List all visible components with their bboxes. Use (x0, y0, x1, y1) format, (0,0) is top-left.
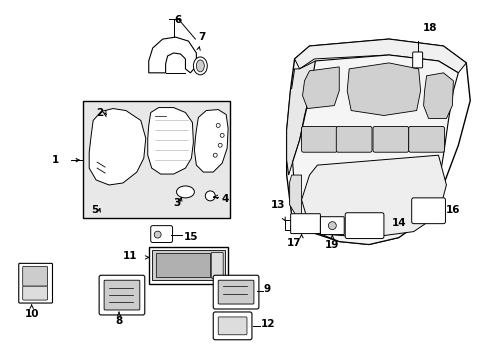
Text: 15: 15 (183, 231, 198, 242)
Ellipse shape (327, 222, 336, 230)
Text: 10: 10 (24, 309, 39, 319)
Text: 16: 16 (445, 205, 459, 215)
Polygon shape (289, 175, 301, 215)
Text: 9: 9 (264, 284, 270, 294)
FancyBboxPatch shape (408, 126, 444, 152)
Ellipse shape (205, 191, 215, 201)
FancyBboxPatch shape (411, 198, 445, 224)
Polygon shape (148, 37, 196, 73)
Text: 14: 14 (391, 218, 406, 228)
Ellipse shape (218, 143, 222, 147)
FancyBboxPatch shape (290, 214, 320, 234)
Polygon shape (194, 109, 228, 172)
FancyBboxPatch shape (372, 126, 408, 152)
Text: 13: 13 (270, 200, 285, 210)
FancyBboxPatch shape (99, 275, 144, 315)
Text: 2: 2 (96, 108, 103, 118)
FancyBboxPatch shape (22, 286, 47, 300)
FancyBboxPatch shape (148, 247, 228, 284)
Bar (83, 100, 230, 218)
Text: 6: 6 (174, 15, 182, 25)
Polygon shape (302, 67, 339, 109)
Polygon shape (294, 39, 466, 73)
FancyBboxPatch shape (336, 126, 371, 152)
Polygon shape (423, 73, 452, 118)
FancyBboxPatch shape (412, 52, 422, 68)
Polygon shape (284, 220, 297, 230)
Text: 7: 7 (198, 32, 205, 42)
FancyBboxPatch shape (301, 126, 337, 152)
Text: 1: 1 (51, 155, 59, 165)
FancyBboxPatch shape (22, 266, 47, 286)
Polygon shape (346, 63, 420, 116)
Text: 19: 19 (325, 239, 339, 249)
FancyBboxPatch shape (104, 280, 140, 310)
Ellipse shape (220, 133, 224, 137)
Ellipse shape (176, 186, 194, 198)
Text: 8: 8 (115, 316, 122, 326)
FancyBboxPatch shape (213, 275, 258, 309)
FancyBboxPatch shape (150, 226, 172, 243)
Ellipse shape (193, 57, 207, 75)
Ellipse shape (196, 60, 204, 72)
FancyBboxPatch shape (155, 253, 210, 277)
Polygon shape (89, 109, 145, 185)
FancyBboxPatch shape (151, 251, 224, 280)
Text: 3: 3 (173, 198, 180, 208)
Text: 17: 17 (287, 238, 301, 248)
Text: 4: 4 (221, 194, 228, 204)
Ellipse shape (216, 123, 220, 127)
Ellipse shape (213, 153, 217, 157)
FancyBboxPatch shape (320, 217, 344, 235)
Text: 18: 18 (422, 23, 436, 33)
FancyBboxPatch shape (345, 213, 383, 239)
Polygon shape (292, 55, 457, 244)
Polygon shape (301, 155, 446, 238)
Polygon shape (286, 39, 469, 244)
FancyBboxPatch shape (218, 280, 253, 304)
FancyBboxPatch shape (211, 252, 223, 278)
FancyBboxPatch shape (19, 264, 52, 303)
Polygon shape (286, 61, 315, 175)
Polygon shape (147, 108, 193, 174)
FancyBboxPatch shape (213, 312, 251, 340)
Text: 12: 12 (260, 319, 275, 329)
FancyBboxPatch shape (218, 317, 246, 335)
Text: 11: 11 (122, 251, 137, 261)
Text: 5: 5 (91, 205, 98, 215)
Ellipse shape (154, 231, 161, 238)
